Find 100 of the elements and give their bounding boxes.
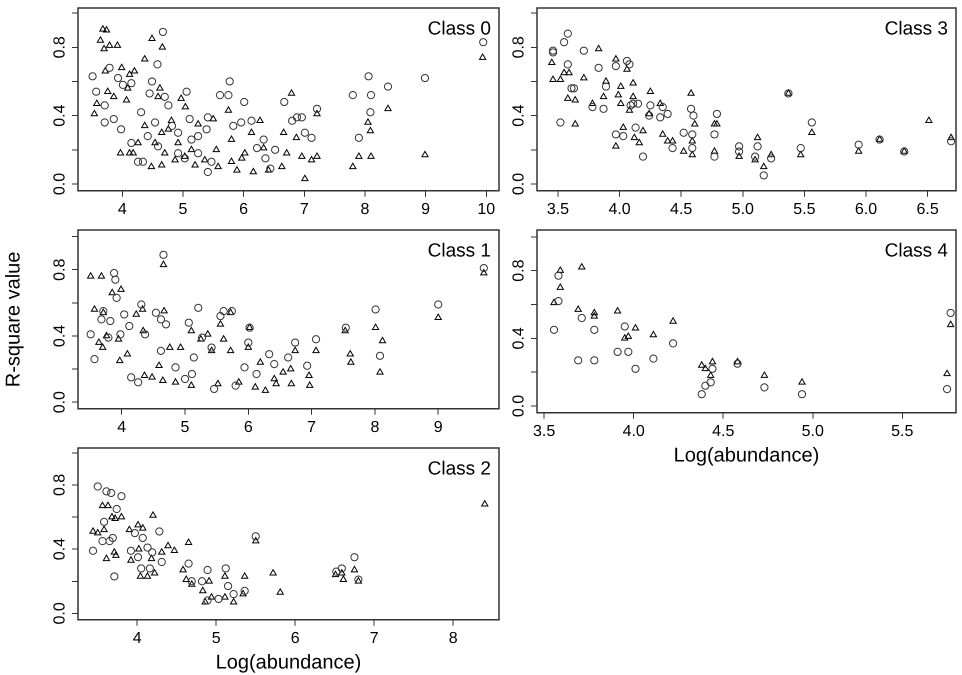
point bbox=[87, 272, 94, 279]
point bbox=[753, 142, 762, 150]
point bbox=[190, 353, 198, 362]
point bbox=[686, 104, 696, 113]
point bbox=[232, 382, 240, 390]
point bbox=[171, 363, 180, 372]
point bbox=[306, 382, 314, 388]
x-axis-title: Log(abundance) bbox=[674, 444, 820, 467]
point bbox=[688, 144, 696, 152]
point bbox=[125, 322, 134, 330]
point bbox=[143, 543, 152, 552]
point bbox=[276, 588, 284, 595]
point bbox=[602, 82, 610, 91]
point bbox=[107, 488, 116, 498]
point bbox=[117, 286, 125, 292]
point bbox=[347, 358, 354, 365]
x-tick-label: 9 bbox=[421, 200, 430, 218]
point bbox=[134, 520, 142, 528]
point bbox=[180, 374, 190, 384]
point bbox=[239, 590, 247, 596]
x-tick-label: 7 bbox=[300, 200, 309, 218]
point bbox=[645, 112, 654, 120]
point bbox=[126, 546, 136, 555]
point bbox=[620, 322, 629, 331]
point bbox=[120, 310, 128, 319]
point bbox=[942, 385, 952, 394]
point bbox=[855, 147, 862, 154]
point bbox=[669, 317, 677, 324]
point bbox=[622, 56, 632, 66]
point bbox=[767, 154, 776, 162]
point bbox=[710, 130, 719, 139]
point bbox=[760, 383, 769, 392]
point bbox=[146, 564, 154, 573]
point bbox=[338, 564, 346, 573]
point bbox=[698, 361, 706, 368]
point bbox=[760, 171, 768, 180]
point bbox=[208, 593, 216, 600]
x-tick-label: 4 bbox=[118, 200, 127, 218]
point bbox=[99, 343, 106, 350]
point bbox=[687, 89, 695, 96]
point bbox=[564, 60, 572, 68]
point bbox=[97, 315, 106, 324]
point bbox=[158, 558, 166, 566]
point bbox=[578, 314, 586, 322]
point bbox=[636, 138, 643, 146]
point bbox=[198, 577, 206, 586]
x-tick-label: 4.0 bbox=[608, 200, 631, 218]
point bbox=[688, 130, 696, 139]
x-tick-label: 5 bbox=[212, 630, 221, 647]
y-tick-label: 0.0 bbox=[51, 602, 68, 625]
point bbox=[95, 338, 103, 345]
point bbox=[188, 370, 196, 378]
point bbox=[100, 518, 108, 526]
point bbox=[708, 364, 717, 373]
y-tick-label: 0.4 bbox=[510, 104, 528, 127]
point bbox=[214, 594, 223, 604]
x-tick-label: 5 bbox=[180, 418, 190, 436]
annotation: Class 1 bbox=[428, 240, 491, 262]
point bbox=[162, 320, 170, 328]
point bbox=[590, 308, 598, 316]
point bbox=[139, 524, 146, 531]
point bbox=[621, 334, 628, 341]
x-tick-label: 6 bbox=[244, 418, 253, 436]
point bbox=[220, 307, 228, 316]
point bbox=[350, 553, 359, 562]
point bbox=[141, 330, 150, 338]
x-tick-label: 5.0 bbox=[732, 200, 754, 218]
point bbox=[134, 378, 142, 386]
x-tick-label: 4 bbox=[132, 630, 142, 647]
x-axis-title: Log(abundance) bbox=[216, 652, 362, 674]
point bbox=[639, 126, 647, 134]
point bbox=[94, 528, 102, 536]
point bbox=[332, 570, 340, 578]
point bbox=[646, 101, 654, 110]
point bbox=[378, 336, 386, 344]
y-tick-label: 0.8 bbox=[51, 474, 68, 496]
point bbox=[798, 378, 806, 385]
point bbox=[617, 100, 624, 106]
point bbox=[100, 526, 108, 532]
point bbox=[572, 120, 579, 126]
point bbox=[202, 598, 209, 604]
point bbox=[152, 308, 160, 317]
y-tick-label: 0.0 bbox=[51, 390, 68, 414]
point bbox=[184, 538, 192, 546]
point bbox=[270, 360, 278, 368]
x-tick-label: 10 bbox=[477, 200, 496, 218]
x-tick-label: 7 bbox=[307, 418, 316, 436]
point bbox=[620, 123, 627, 130]
x-tick-label: 9 bbox=[434, 418, 443, 436]
y-tick-label: 0.4 bbox=[51, 104, 68, 127]
x-tick-label: 6.0 bbox=[854, 200, 878, 218]
point bbox=[338, 569, 346, 576]
point bbox=[94, 482, 102, 491]
point bbox=[664, 137, 672, 144]
point bbox=[548, 48, 558, 57]
point bbox=[280, 368, 287, 375]
point bbox=[698, 390, 706, 398]
point bbox=[110, 548, 118, 555]
point bbox=[112, 551, 120, 558]
point bbox=[649, 354, 658, 363]
